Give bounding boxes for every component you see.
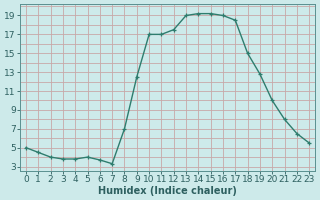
X-axis label: Humidex (Indice chaleur): Humidex (Indice chaleur) bbox=[98, 186, 237, 196]
